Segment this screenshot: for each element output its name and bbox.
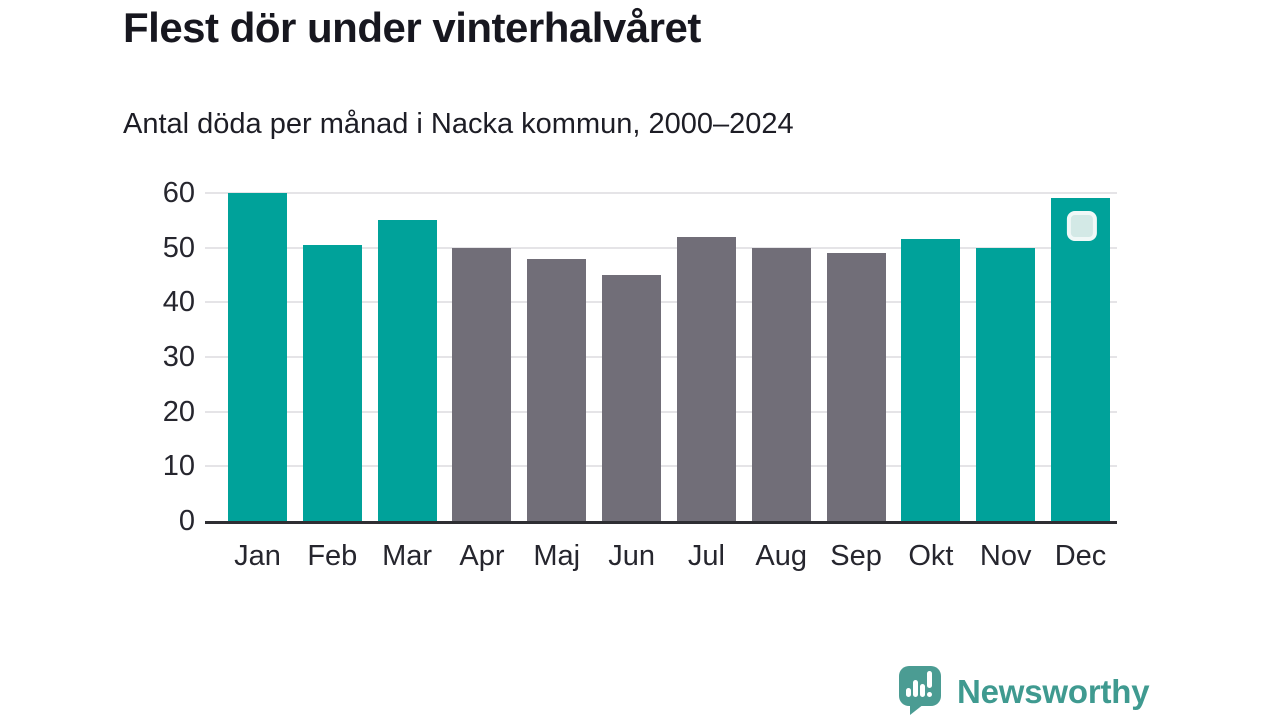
y-tick-label-20: 20 bbox=[162, 395, 195, 428]
logo-bar-medium-icon bbox=[920, 684, 925, 697]
x-tick-label-jan: Jan bbox=[234, 540, 281, 572]
y-tick-label-10: 10 bbox=[162, 450, 195, 483]
bar-okt bbox=[901, 239, 961, 521]
bar-jul bbox=[676, 236, 736, 521]
x-tick-label-sep: Sep bbox=[830, 540, 882, 572]
y-tick-label-60: 60 bbox=[162, 177, 195, 209]
x-tick-label-maj: Maj bbox=[533, 540, 581, 572]
dec-bar-marker[interactable] bbox=[1066, 211, 1097, 242]
y-tick-label-0: 0 bbox=[178, 505, 195, 537]
x-tick-label-jul: Jul bbox=[687, 540, 725, 572]
plot-area bbox=[205, 192, 1117, 524]
chart-title: Flest dör under vinterhalvåret bbox=[123, 4, 701, 51]
newsworthy-logo-icon bbox=[899, 666, 941, 715]
x-tick-label-dec: Dec bbox=[1054, 540, 1107, 572]
x-tick-label-mar: Mar bbox=[382, 540, 433, 572]
bar-mar bbox=[377, 220, 437, 521]
gridline-50 bbox=[205, 246, 1117, 249]
x-tick-label-feb: Feb bbox=[307, 540, 358, 572]
logo-speech-tail-icon bbox=[910, 704, 924, 715]
brand-footer: Newsworthy bbox=[899, 666, 1150, 715]
chart-subtitle: Antal döda per månad i Nacka kommun, 200… bbox=[123, 108, 794, 140]
bar-jun bbox=[602, 275, 662, 521]
x-tick-label-nov: Nov bbox=[979, 540, 1032, 572]
x-tick-label-okt: Okt bbox=[908, 540, 954, 572]
y-tick-label-40: 40 bbox=[162, 286, 195, 319]
bar-aug bbox=[751, 247, 811, 521]
bar-dec bbox=[1051, 198, 1111, 521]
logo-exclamation-dot-icon bbox=[927, 692, 932, 697]
y-tick-label-30: 30 bbox=[162, 341, 195, 373]
x-tick-label-aug: Aug bbox=[755, 540, 808, 572]
newsworthy-logo-text: Newsworthy bbox=[957, 673, 1150, 710]
bar-maj bbox=[527, 258, 587, 521]
gridline-60 bbox=[205, 192, 1117, 194]
x-tick-label-jun: Jun bbox=[608, 540, 655, 572]
bar-nov bbox=[976, 247, 1036, 521]
bar-jan bbox=[228, 193, 287, 521]
y-tick-label-50: 50 bbox=[162, 231, 195, 264]
logo-bar-tall-icon bbox=[913, 680, 918, 697]
logo-bar-small-icon bbox=[906, 688, 911, 697]
x-tick-label-apr: Apr bbox=[459, 540, 505, 572]
logo-exclamation-bar-icon bbox=[927, 671, 932, 688]
bar-feb bbox=[302, 244, 362, 521]
bar-apr bbox=[452, 247, 512, 521]
bar-sep bbox=[826, 253, 886, 521]
